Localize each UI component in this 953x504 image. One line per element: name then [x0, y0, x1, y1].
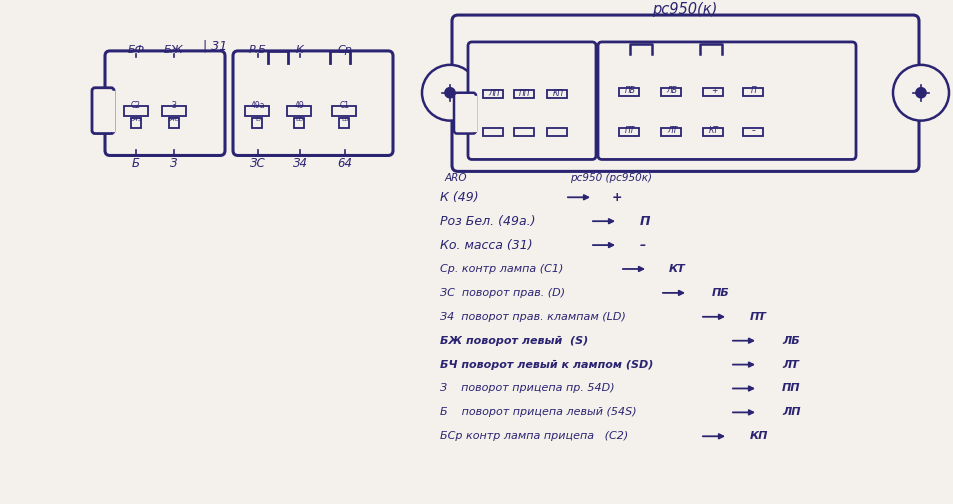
Text: рс950 (рс950к): рс950 (рс950к): [569, 173, 651, 183]
Bar: [131, 117, 141, 128]
Text: ПП: ПП: [781, 384, 800, 394]
Bar: [742, 88, 762, 96]
Text: 49: 49: [294, 101, 305, 110]
Circle shape: [915, 88, 925, 98]
FancyBboxPatch shape: [105, 51, 225, 155]
Bar: [268, 51, 288, 63]
Bar: [124, 106, 148, 115]
Text: БЖ: БЖ: [164, 45, 184, 55]
Text: З4: З4: [293, 157, 307, 170]
Bar: [618, 88, 639, 96]
Text: С2: С2: [131, 101, 141, 110]
Text: ЛП: ЛП: [488, 89, 499, 98]
Text: З4  поворот прав. клампам (LD): З4 поворот прав. клампам (LD): [439, 312, 625, 322]
Text: ЛТ: ЛТ: [666, 126, 677, 135]
Bar: [546, 90, 566, 98]
Circle shape: [421, 65, 477, 120]
Bar: [660, 88, 680, 96]
Text: З: З: [172, 101, 176, 110]
Circle shape: [444, 88, 455, 98]
Bar: [252, 117, 262, 128]
Text: Б: Б: [132, 157, 140, 170]
Bar: [702, 128, 722, 136]
Text: С1: С1: [339, 101, 350, 110]
Text: ЛП: ЛП: [781, 407, 800, 417]
Text: Р.Б: Р.Б: [249, 45, 267, 55]
Bar: [294, 117, 304, 128]
Text: З: З: [170, 157, 177, 170]
Bar: [618, 128, 639, 136]
Text: Ср. контр лампа (С1): Ср. контр лампа (С1): [439, 264, 563, 274]
Text: Роз Бел. (49а.): Роз Бел. (49а.): [439, 215, 539, 228]
Text: ПБ: ПБ: [711, 288, 729, 298]
Bar: [702, 88, 722, 96]
Circle shape: [892, 65, 948, 120]
Bar: [546, 128, 566, 136]
Text: ЛБ: ЛБ: [781, 336, 799, 346]
Bar: [700, 44, 721, 54]
Text: 54D: 54D: [168, 117, 180, 122]
Bar: [514, 128, 534, 136]
Text: КП: КП: [552, 89, 563, 98]
Text: 64: 64: [337, 157, 352, 170]
Bar: [287, 106, 311, 115]
Text: 49а: 49а: [251, 101, 265, 110]
Bar: [482, 128, 502, 136]
Text: LD: LD: [295, 117, 304, 122]
Text: Ср: Ср: [337, 45, 352, 55]
Text: ЛТ: ЛТ: [781, 359, 798, 369]
Text: П: П: [750, 86, 756, 95]
Text: ЗС  поворот прав. (D): ЗС поворот прав. (D): [439, 288, 564, 298]
Bar: [660, 128, 680, 136]
Bar: [332, 106, 355, 115]
FancyBboxPatch shape: [91, 88, 113, 134]
Text: ARO: ARO: [444, 173, 467, 183]
Text: –: –: [639, 238, 645, 251]
Bar: [162, 106, 186, 115]
Text: К: К: [295, 45, 304, 55]
Text: L8: L8: [341, 117, 349, 122]
Text: | 31: | 31: [203, 39, 227, 52]
FancyBboxPatch shape: [233, 51, 393, 155]
FancyBboxPatch shape: [468, 42, 596, 159]
Text: –: –: [751, 126, 755, 135]
Text: БФ: БФ: [128, 45, 145, 55]
Text: К (49): К (49): [439, 191, 478, 204]
Text: ПП: ПП: [518, 89, 530, 98]
Text: Б    поворот прицепа левый (54S): Б поворот прицепа левый (54S): [439, 407, 636, 417]
FancyBboxPatch shape: [454, 93, 476, 134]
Text: +: +: [612, 191, 622, 204]
Text: ПБ: ПБ: [624, 86, 635, 95]
Bar: [742, 128, 762, 136]
Text: ЗС: ЗС: [250, 157, 266, 170]
Text: ПТ: ПТ: [749, 312, 766, 322]
Bar: [514, 90, 534, 98]
Text: З    поворот прицепа пр. 54D): З поворот прицепа пр. 54D): [439, 384, 614, 394]
Text: рс950(к): рс950(к): [652, 2, 717, 17]
Text: D: D: [255, 117, 260, 122]
Bar: [245, 106, 269, 115]
Bar: [482, 90, 502, 98]
Bar: [169, 117, 179, 128]
Text: БЧ поворот левый к лампом (SD): БЧ поворот левый к лампом (SD): [439, 359, 653, 369]
FancyBboxPatch shape: [452, 15, 918, 171]
Text: КП: КП: [749, 431, 767, 442]
Text: 54S: 54S: [130, 117, 142, 122]
Bar: [330, 51, 350, 63]
Text: КТ: КТ: [708, 126, 719, 135]
Text: ПТ: ПТ: [624, 126, 635, 135]
FancyBboxPatch shape: [598, 42, 855, 159]
Text: КТ: КТ: [668, 264, 685, 274]
Text: П: П: [639, 215, 650, 228]
Bar: [338, 117, 349, 128]
Text: +: +: [710, 86, 717, 95]
Bar: [629, 44, 651, 54]
Text: Ко. масса (31): Ко. масса (31): [439, 238, 536, 251]
Text: БЖ поворот левый  (S): БЖ поворот левый (S): [439, 336, 588, 346]
Text: ЛБ: ЛБ: [666, 86, 677, 95]
Text: БСр контр лампа прицепа   (С2): БСр контр лампа прицепа (С2): [439, 431, 628, 442]
